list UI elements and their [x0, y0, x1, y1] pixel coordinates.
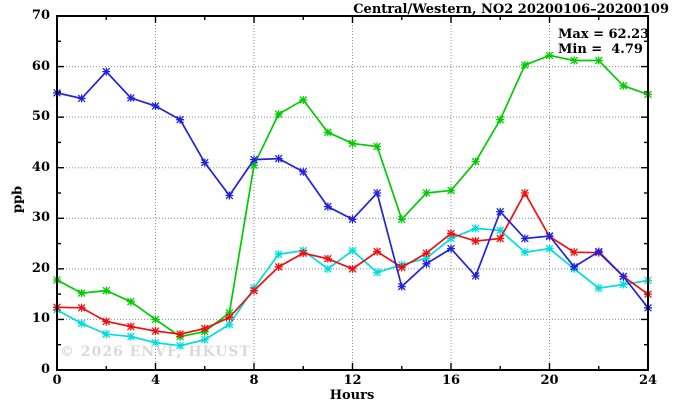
y-tick-label: 10: [31, 311, 50, 327]
stats-box: Max = 62.23 Min = 4.79: [558, 27, 649, 57]
x-tick-label: 16: [441, 373, 461, 388]
x-tick-label: 4: [150, 373, 161, 388]
x-axis-label: Hours: [329, 388, 375, 403]
x-tick-label: 24: [638, 373, 658, 388]
x-tick-label: 0: [52, 373, 62, 388]
y-tick-label: 70: [31, 8, 50, 23]
plot-border: [56, 15, 649, 371]
y-tick-label: 60: [31, 58, 50, 74]
min-value-label: Min = 4.79: [558, 42, 643, 57]
y-tick-label: 20: [31, 260, 50, 276]
watermark: © 2026 ENVF, HKUST: [60, 344, 251, 360]
y-tick-label: 0: [40, 362, 50, 377]
max-value-label: Max = 62.23: [558, 27, 650, 42]
chart-title: Central/Western, NO2 20200106–20200109: [353, 2, 669, 17]
x-tick-label: 12: [343, 373, 362, 388]
x-tick-label: 20: [540, 373, 559, 388]
y-tick-label: 50: [31, 109, 50, 125]
series-cyan-markers: [53, 224, 652, 350]
series-blue-markers: [53, 67, 652, 312]
y-tick-label: 40: [31, 159, 50, 175]
x-tick-label: 8: [249, 373, 259, 388]
y-tick-label: 30: [31, 210, 50, 226]
